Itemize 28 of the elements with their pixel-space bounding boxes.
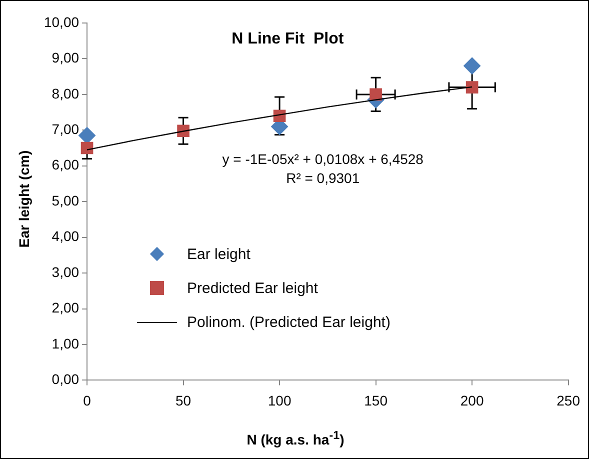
x-axis-title: N (kg a.s. ha$^{-1}$) [246,429,346,448]
y-tick-label: 9,00 [52,50,80,66]
y-tick-label: 8,00 [52,85,80,102]
y-axis-title: Ear leight (cm) [16,149,32,250]
y-tick-label: 4,00 [52,228,80,244]
x-tick-label: 150 [364,392,388,408]
point [370,88,382,101]
annotation: y = -1E-05x² + 0,0108x + 6,4528 [222,150,424,167]
legend-label: Polinom. (Predicted Ear leight) [187,314,390,331]
x-tick-label: 0 [83,392,92,408]
y-tick-label: 2,00 [52,300,80,316]
x-tick-label: 250 [556,392,580,408]
point [466,81,478,94]
y-tick-label: 1,00 [52,335,80,352]
y-tick-label: 0,00 [52,371,80,388]
legend-label: Ear leight [187,246,250,263]
legend-label: Predicted Ear leight [187,280,318,297]
point [464,57,481,74]
x-tick-label: 200 [460,392,484,408]
y-tick-label: 7,00 [52,121,80,138]
y-tick-label: 5,00 [52,192,80,208]
y-tick-label: 6,00 [52,156,80,173]
y-tick-label: 3,00 [52,264,80,280]
chart-title: N Line Fit Plot [232,30,344,48]
y-tick-label: 10,00 [44,14,80,30]
x-tick-label: 50 [176,392,192,408]
annotation: R² = 0,9301 [286,170,360,186]
x-tick-label: 100 [268,392,292,408]
